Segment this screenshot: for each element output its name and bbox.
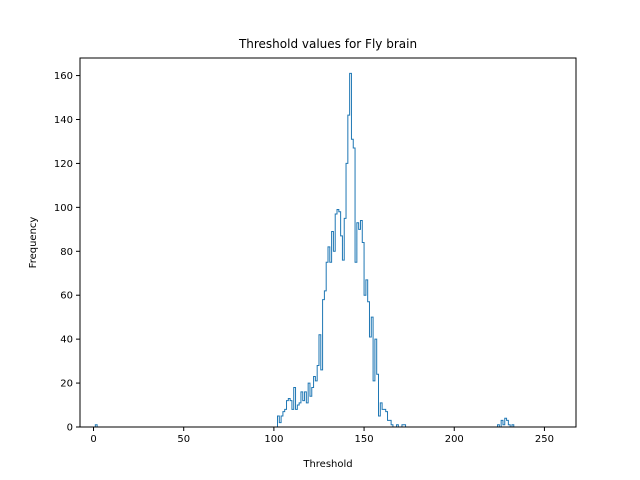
chart-title: Threshold values for Fly brain — [238, 37, 417, 51]
y-tick-label: 160 — [54, 71, 73, 82]
plot-frame — [79, 57, 577, 428]
x-tick-label: 0 — [90, 434, 96, 445]
y-axis-label: Frequency — [28, 217, 39, 269]
y-tick-label: 120 — [54, 159, 73, 170]
x-tick-label: 100 — [264, 434, 283, 445]
y-tick-label: 140 — [54, 115, 73, 126]
y-tick-label: 40 — [60, 335, 73, 346]
x-tick-label: 50 — [177, 434, 190, 445]
y-tick-label: 80 — [60, 247, 73, 258]
y-tick-label: 20 — [60, 379, 73, 390]
y-tick-label: 100 — [54, 203, 73, 214]
y-tick-label: 60 — [60, 291, 73, 302]
x-axis-label: Threshold — [302, 459, 352, 470]
y-tick-label: 0 — [67, 423, 73, 434]
axis-ticks: 0 50 100 150 200 250 0 20 40 60 80 100 120 140 160 — [54, 71, 554, 445]
x-tick-label: 250 — [535, 434, 554, 445]
x-tick-label: 150 — [355, 434, 374, 445]
x-tick-label: 200 — [445, 434, 464, 445]
